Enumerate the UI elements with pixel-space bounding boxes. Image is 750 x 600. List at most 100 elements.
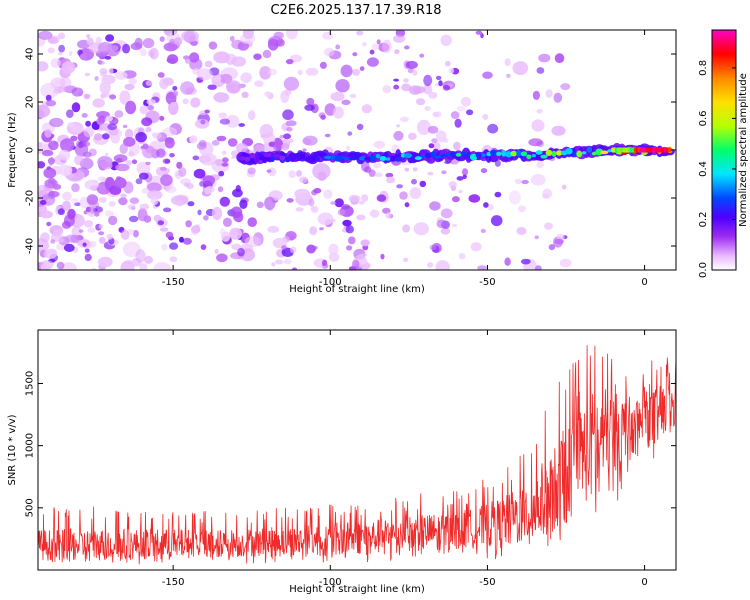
noise-blob bbox=[273, 141, 281, 149]
spectrogram-y-axis: -40 -20 0 20 40 bbox=[25, 48, 676, 254]
noise-blob bbox=[99, 80, 111, 95]
noise-blob bbox=[47, 37, 59, 44]
noise-blob bbox=[450, 185, 457, 192]
noise-blob bbox=[197, 209, 202, 216]
noise-blob bbox=[71, 125, 84, 133]
noise-blob bbox=[432, 111, 439, 118]
noise-blob bbox=[313, 187, 322, 194]
ridge-core bbox=[600, 150, 609, 155]
noise-blob bbox=[348, 236, 356, 245]
noise-blob bbox=[97, 41, 113, 54]
noise-blob bbox=[416, 98, 426, 106]
ridge-core bbox=[340, 155, 345, 160]
noise-blob bbox=[442, 84, 451, 91]
noise-blob bbox=[79, 53, 87, 61]
noise-blob bbox=[264, 91, 272, 97]
noise-blob bbox=[267, 38, 279, 51]
ridge-core bbox=[244, 156, 251, 162]
noise-blob bbox=[423, 83, 433, 95]
noise-blob bbox=[462, 174, 467, 179]
noise-blob bbox=[454, 118, 462, 128]
noise-blob bbox=[219, 118, 230, 125]
noise-blob bbox=[105, 152, 109, 157]
noise-blob bbox=[419, 53, 425, 58]
noise-blob bbox=[407, 67, 414, 74]
ridge-core bbox=[255, 155, 260, 161]
noise-blob bbox=[160, 166, 167, 171]
noise-blob bbox=[417, 119, 431, 135]
noise-blob bbox=[275, 39, 285, 47]
noise-blob bbox=[281, 143, 290, 151]
noise-blob bbox=[38, 161, 46, 169]
noise-blob bbox=[97, 156, 113, 168]
ridge-core bbox=[390, 155, 397, 162]
y-tick-label: 40 bbox=[25, 48, 36, 61]
noise-blob bbox=[114, 177, 127, 189]
noise-blob bbox=[244, 236, 261, 248]
noise-blob bbox=[428, 91, 438, 99]
noise-blob bbox=[173, 37, 183, 46]
noise-blob bbox=[394, 49, 400, 55]
noise-blob bbox=[40, 232, 50, 243]
noise-blob bbox=[129, 197, 140, 204]
noise-blob bbox=[57, 208, 65, 216]
noise-blob bbox=[83, 220, 94, 228]
noise-blob bbox=[554, 238, 564, 245]
noise-blob bbox=[86, 34, 91, 39]
ridge-core bbox=[258, 155, 266, 161]
noise-blob bbox=[520, 258, 531, 265]
noise-blob bbox=[93, 133, 103, 141]
noise-blob bbox=[159, 77, 169, 90]
x-tick-label: -100 bbox=[319, 577, 342, 588]
noise-blob bbox=[452, 223, 457, 228]
noise-blob bbox=[317, 212, 334, 226]
noise-blob bbox=[107, 123, 118, 131]
ridge-core bbox=[556, 150, 563, 156]
noise-blob bbox=[120, 193, 127, 199]
ridge-core bbox=[293, 153, 302, 158]
noise-blob bbox=[45, 94, 52, 102]
noise-blob bbox=[178, 167, 187, 177]
noise-blob bbox=[83, 93, 91, 100]
noise-blob bbox=[393, 78, 399, 82]
noise-blob bbox=[74, 154, 84, 166]
noise-blob bbox=[44, 248, 57, 259]
noise-blob bbox=[332, 106, 344, 119]
noise-blob bbox=[181, 30, 199, 42]
noise-blob bbox=[108, 201, 116, 207]
noise-blob bbox=[312, 245, 318, 250]
noise-blob bbox=[58, 149, 71, 161]
noise-blob bbox=[435, 130, 447, 143]
noise-blob bbox=[222, 217, 232, 227]
noise-blob bbox=[328, 243, 339, 256]
x-tick-label: -50 bbox=[479, 577, 495, 588]
noise-blob bbox=[385, 172, 394, 178]
noise-blob bbox=[480, 228, 486, 234]
noise-blob bbox=[159, 36, 165, 42]
noise-blob bbox=[295, 207, 304, 212]
noise-blob bbox=[95, 36, 102, 45]
noise-blob bbox=[396, 124, 401, 128]
noise-blob bbox=[169, 153, 175, 158]
noise-blob bbox=[203, 215, 209, 221]
noise-blob bbox=[224, 53, 237, 65]
noise-blob bbox=[38, 104, 51, 118]
noise-blob bbox=[162, 207, 172, 213]
noise-blob bbox=[264, 196, 276, 210]
noise-blob bbox=[466, 109, 474, 116]
noise-blob bbox=[294, 188, 311, 200]
ridge-core bbox=[323, 155, 332, 159]
noise-blob bbox=[132, 229, 139, 238]
noise-blob bbox=[127, 204, 136, 210]
snr-y-label: SNR (10 * v/v) bbox=[7, 414, 18, 485]
noise-blob bbox=[322, 31, 334, 40]
noise-blob bbox=[128, 215, 139, 223]
noise-blob bbox=[206, 185, 215, 193]
noise-blob bbox=[281, 245, 287, 250]
noise-blob bbox=[536, 108, 543, 114]
noise-blob bbox=[405, 60, 418, 69]
spectrogram-x-label: Height of straight line (km) bbox=[289, 284, 425, 295]
noise-blob bbox=[169, 38, 176, 45]
noise-blob bbox=[408, 132, 417, 140]
noise-blob bbox=[334, 198, 344, 208]
